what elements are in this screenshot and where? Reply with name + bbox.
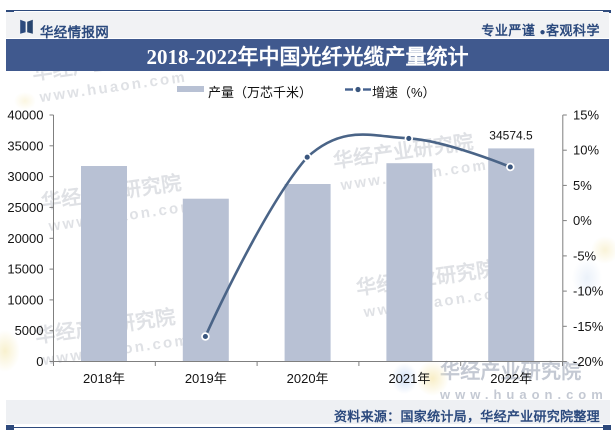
svg-text:2018年: 2018年	[83, 371, 125, 386]
svg-text:25000: 25000	[7, 200, 43, 215]
svg-text:20000: 20000	[7, 231, 43, 246]
svg-text:2021年: 2021年	[388, 371, 430, 386]
svg-text:-5%: -5%	[573, 248, 597, 263]
svg-text:-10%: -10%	[573, 284, 604, 299]
svg-text:5000: 5000	[15, 323, 44, 338]
svg-text:10%: 10%	[573, 143, 599, 158]
svg-text:-20%: -20%	[573, 354, 604, 369]
svg-text:34574.5: 34574.5	[489, 129, 533, 143]
svg-text:30000: 30000	[7, 169, 43, 184]
svg-text:-15%: -15%	[573, 319, 604, 334]
svg-text:2020年: 2020年	[287, 371, 329, 386]
svg-text:5%: 5%	[573, 178, 592, 193]
svg-text:15000: 15000	[7, 262, 43, 277]
svg-text:2022年: 2022年	[490, 371, 532, 386]
svg-text:15%: 15%	[573, 108, 599, 123]
svg-text:2019年: 2019年	[185, 371, 227, 386]
svg-text:0: 0	[36, 354, 43, 369]
svg-text:40000: 40000	[7, 108, 43, 123]
svg-text:10000: 10000	[7, 292, 43, 307]
svg-text:35000: 35000	[7, 138, 43, 153]
svg-text:0%: 0%	[573, 213, 592, 228]
